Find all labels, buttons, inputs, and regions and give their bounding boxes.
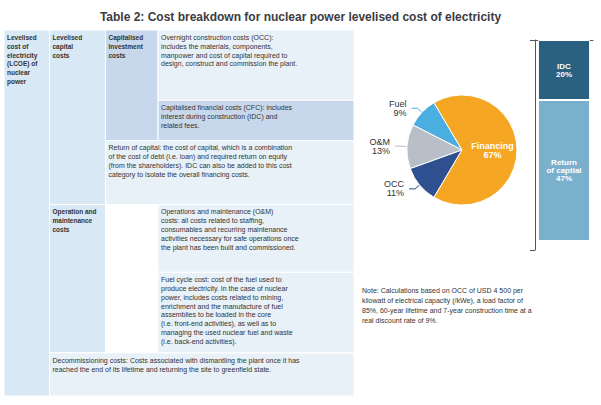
svg-text:OCC: OCC xyxy=(384,179,404,190)
svg-text:Return of capital: the cost of: Return of capital: the cost of capital, … xyxy=(109,144,293,152)
svg-text:O&M: O&M xyxy=(369,136,391,147)
svg-text:of captial: of captial xyxy=(546,166,582,175)
svg-text:Operations and maintenance (O&: Operations and maintenance (O&M) xyxy=(161,208,273,216)
svg-text:the plant has been built and c: the plant has been built and commissione… xyxy=(161,244,296,252)
svg-text:85%, 60-year lifetime and 7-ye: 85%, 60-year lifetime and 7-year constru… xyxy=(362,307,532,315)
svg-text:IDC: IDC xyxy=(557,61,571,71)
svg-text:reached the end of its lifetim: reached the end of its lifetime and retu… xyxy=(53,366,272,374)
svg-text:Fuel cycle cost: cost of the f: Fuel cycle cost: cost of the fuel used t… xyxy=(161,276,282,284)
svg-text:Operation and: Operation and xyxy=(53,208,97,216)
svg-text:Return: Return xyxy=(551,158,577,167)
svg-text:(from the shareholders). IDC c: (from the shareholders). IDC can also be… xyxy=(109,162,292,170)
svg-text:Table 2: Cost breakdown for nu: Table 2: Cost breakdown for nuclear powe… xyxy=(100,10,502,24)
svg-text:nuclear: nuclear xyxy=(7,69,31,76)
svg-text:power: power xyxy=(7,78,27,86)
svg-text:Fuel: Fuel xyxy=(389,98,407,109)
svg-text:related fees.: related fees. xyxy=(161,122,200,129)
svg-text:13%: 13% xyxy=(372,146,390,156)
svg-text:assemblies to be loaded in the: assemblies to be loaded in the core xyxy=(161,311,271,318)
svg-text:20%: 20% xyxy=(556,70,572,79)
svg-text:produce electricity. In the ca: produce electricity. In the case of nucl… xyxy=(161,285,288,293)
svg-text:costs: costs xyxy=(53,52,70,59)
svg-text:9%: 9% xyxy=(394,108,407,118)
svg-text:47%: 47% xyxy=(556,174,572,183)
svg-text:Capitalised financial costs (C: Capitalised financial costs (CFC): inclu… xyxy=(161,104,293,112)
svg-text:costs: costs xyxy=(109,52,126,59)
svg-text:managing the used nuclear fuel: managing the used nuclear fuel and waste xyxy=(161,329,293,337)
svg-text:Note: Calculations based on OC: Note: Calculations based on OCC of USD 4… xyxy=(362,287,524,295)
svg-text:design, construct and commissi: design, construct and commission the pla… xyxy=(161,60,297,68)
svg-text:cost of: cost of xyxy=(7,43,29,50)
svg-text:consumables and recurring main: consumables and recurring maintenance xyxy=(161,226,288,234)
svg-text:costs: costs xyxy=(53,226,70,233)
svg-text:Capitalised: Capitalised xyxy=(109,34,144,42)
svg-text:(i.e. front-end activities), a: (i.e. front-end activities), as well as … xyxy=(161,320,276,328)
svg-text:kilowatt of electrical capacit: kilowatt of electrical capacity (/kWe), … xyxy=(362,297,523,305)
svg-text:Levelised: Levelised xyxy=(53,34,83,41)
svg-text:Decommissioning costs: Costs a: Decommissioning costs: Costs associated … xyxy=(53,357,301,365)
svg-text:category to isolate the overal: category to isolate the overall financin… xyxy=(109,171,250,179)
svg-text:real discount rate of 9%.: real discount rate of 9%. xyxy=(362,317,438,324)
svg-text:interest during construction (: interest during construction (IDC) and xyxy=(161,113,277,121)
svg-text:includes the materials, compon: includes the materials, components, xyxy=(161,43,273,51)
svg-text:Levelised: Levelised xyxy=(7,34,37,41)
svg-text:electricity: electricity xyxy=(7,52,38,60)
svg-text:67%: 67% xyxy=(483,150,501,160)
svg-text:costs: all costs related to st: costs: all costs related to staffing, xyxy=(161,217,264,225)
svg-text:activities necessary for safe: activities necessary for safe operations… xyxy=(161,235,299,243)
svg-text:maintenance: maintenance xyxy=(53,217,93,224)
svg-text:Financing: Financing xyxy=(471,140,514,151)
svg-text:(i.e. back-end activities).: (i.e. back-end activities). xyxy=(161,338,237,346)
svg-text:enrichment and the manufacture: enrichment and the manufacture of fuel xyxy=(161,303,283,310)
svg-text:Overnight construction costs (: Overnight construction costs (OCC): xyxy=(161,34,273,42)
svg-text:Investment: Investment xyxy=(109,43,144,50)
svg-text:of the cost of debt (i.e. loan: of the cost of debt (i.e. loan) and requ… xyxy=(109,153,288,161)
svg-text:manpower and cost of capital r: manpower and cost of capital required to xyxy=(161,52,288,60)
svg-text:11%: 11% xyxy=(387,188,404,198)
svg-text:power, includes costs related: power, includes costs related to mining, xyxy=(161,294,283,302)
svg-text:(LCOE) of: (LCOE) of xyxy=(7,60,38,68)
svg-text:capital: capital xyxy=(53,43,74,51)
